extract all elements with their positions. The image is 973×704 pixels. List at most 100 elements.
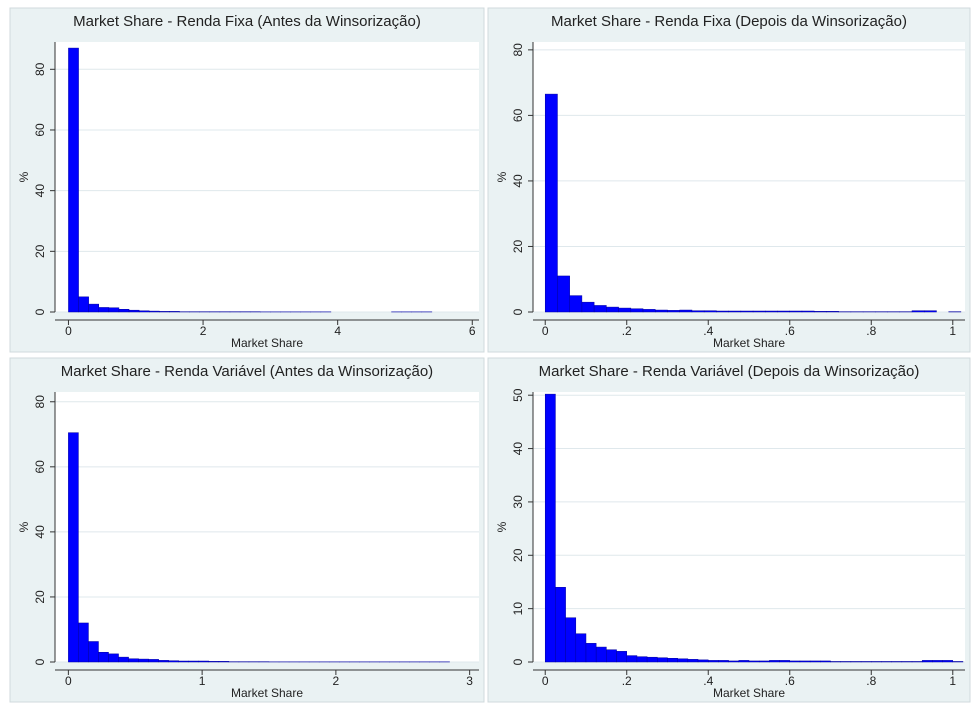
bar (911, 310, 925, 313)
bar (585, 643, 597, 663)
bar (697, 659, 709, 663)
bar (850, 661, 862, 663)
bar (860, 661, 872, 663)
bar (765, 310, 778, 313)
bar (642, 309, 656, 313)
bar (88, 303, 99, 313)
x-tick-label: .6 (785, 324, 795, 338)
bar (78, 296, 89, 313)
bar (789, 660, 801, 663)
bar (148, 310, 160, 313)
bar (901, 661, 913, 663)
plot-area (533, 42, 965, 312)
x-tick-label: 4 (334, 324, 341, 338)
x-tick-label: .4 (703, 324, 713, 338)
x-tick-label: .2 (622, 674, 632, 688)
y-tick-label: 80 (33, 395, 47, 409)
bar (789, 310, 803, 313)
bar (158, 660, 169, 663)
bar (168, 660, 179, 663)
bar (799, 660, 811, 663)
bar (128, 658, 139, 663)
bar (752, 310, 766, 313)
x-tick-label: .4 (703, 674, 713, 688)
bar (68, 432, 79, 663)
y-tick-label: 40 (33, 525, 47, 539)
x-axis-label: Market Share (713, 336, 785, 350)
bar (108, 653, 119, 663)
chart-title: Market Share - Renda Fixa (Antes da Wins… (73, 13, 421, 30)
bar (728, 660, 740, 663)
x-tick-label: .6 (785, 674, 795, 688)
y-tick-label: 40 (511, 174, 525, 188)
bar (218, 661, 230, 663)
bar (911, 661, 923, 663)
bar (616, 651, 627, 663)
x-tick-label: 1 (949, 674, 956, 688)
chart-title: Market Share - Renda Fixa (Depois da Win… (551, 13, 907, 30)
x-tick-label: 1 (199, 674, 206, 688)
bar (159, 311, 170, 313)
bar (618, 307, 632, 313)
bar (932, 660, 943, 663)
bar (809, 660, 821, 663)
bar (557, 275, 570, 313)
bar (801, 310, 815, 313)
x-tick-label: 0 (65, 324, 72, 338)
bar (923, 310, 937, 313)
bar (871, 661, 882, 663)
bar (108, 307, 120, 313)
bar (98, 307, 110, 313)
bar (840, 661, 852, 663)
bar (88, 641, 99, 663)
bar (565, 617, 577, 663)
bar (716, 310, 729, 313)
chart-title: Market Share - Renda Variável (Depois da… (539, 363, 920, 380)
x-tick-label: 0 (65, 674, 72, 688)
bar (98, 651, 109, 663)
x-tick-label: 6 (469, 324, 476, 338)
bar (544, 393, 556, 663)
x-tick-label: 0 (542, 324, 549, 338)
plot-area (55, 392, 479, 662)
x-tick-label: 2 (333, 674, 340, 688)
y-tick-label: 20 (511, 239, 525, 253)
bar (169, 311, 180, 313)
bar (657, 657, 668, 663)
bar (138, 310, 150, 313)
bar (677, 658, 689, 663)
bar (718, 660, 729, 663)
bar (921, 660, 933, 663)
bar (555, 587, 566, 663)
x-tick-label: 3 (466, 674, 473, 688)
y-tick-label: 60 (33, 460, 47, 474)
bar (68, 47, 79, 313)
bar (740, 310, 754, 313)
bar (178, 660, 190, 663)
bar (758, 660, 770, 663)
bar (881, 661, 892, 663)
bar (655, 309, 668, 313)
y-tick-label: 40 (33, 184, 47, 198)
bar (198, 660, 210, 663)
bar (188, 660, 200, 663)
y-tick-label: 20 (511, 548, 525, 562)
bar (691, 310, 705, 313)
bar (830, 661, 841, 663)
bar (118, 309, 130, 313)
y-tick-label: 0 (33, 658, 47, 665)
bar (128, 309, 140, 313)
bar (942, 660, 954, 663)
bar (687, 659, 699, 663)
y-axis-label: % (495, 521, 509, 532)
y-tick-label: 50 (511, 388, 525, 402)
y-axis-label: % (17, 521, 31, 532)
y-tick-label: 20 (33, 590, 47, 604)
y-tick-label: 20 (33, 244, 47, 258)
bar (646, 656, 658, 663)
bar (78, 622, 89, 663)
bar (952, 661, 964, 663)
bar (891, 661, 903, 663)
y-tick-label: 0 (33, 308, 47, 315)
bar (826, 311, 839, 313)
